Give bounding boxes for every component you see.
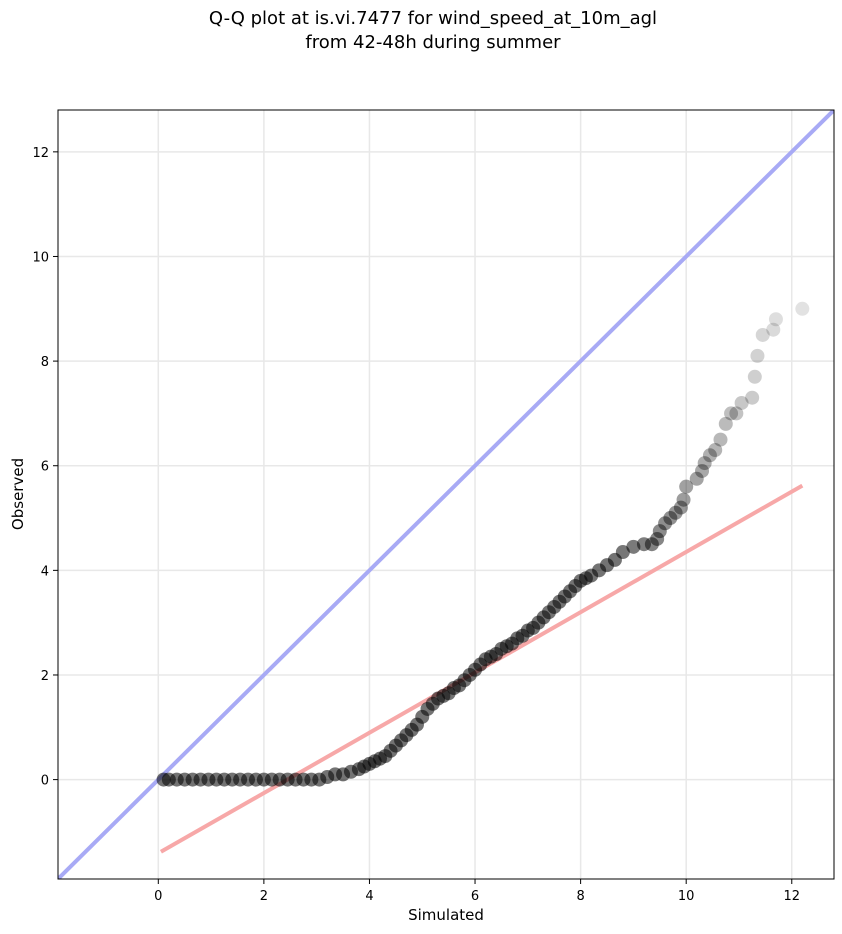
data-point (729, 406, 744, 421)
x-tick-label: 8 (576, 889, 584, 904)
y-axis-label: Observed (9, 458, 27, 530)
x-tick-label: 2 (260, 889, 268, 904)
data-point (697, 456, 712, 471)
data-point (626, 539, 641, 554)
data-point (695, 463, 710, 478)
data-point (724, 406, 739, 421)
x-tick-label: 10 (678, 889, 695, 904)
x-tick-label: 12 (783, 889, 800, 904)
data-point (650, 531, 665, 546)
data-point (713, 432, 728, 447)
y-tick-label: 12 (32, 146, 49, 161)
data-point (636, 537, 651, 552)
x-tick-label: 6 (471, 889, 479, 904)
data-point (755, 327, 770, 342)
y-tick-label: 2 (41, 669, 49, 684)
data-point (663, 511, 678, 526)
y-tick-label: 0 (41, 774, 49, 789)
data-point (615, 545, 630, 560)
data-point (718, 416, 733, 431)
data-point (658, 516, 673, 531)
data-point (676, 492, 691, 507)
grid-lines (58, 110, 834, 879)
x-tick-label: 0 (154, 889, 162, 904)
data-point (689, 471, 704, 486)
data-point (668, 505, 683, 520)
data-point (734, 395, 749, 410)
data-point (750, 348, 765, 363)
data-point (795, 301, 810, 316)
data-point (708, 443, 723, 458)
x-axis-label: Simulated (408, 906, 484, 924)
data-point (679, 479, 694, 494)
data-point (747, 369, 762, 384)
reference-lines (58, 110, 834, 879)
data-point (766, 322, 781, 337)
y-axis-ticks: 0 2 4 6 8 10 12 (32, 146, 58, 789)
data-point (745, 390, 760, 405)
data-point (652, 524, 667, 539)
plot-frame (57, 109, 835, 880)
data-point (702, 448, 717, 463)
identity-line (58, 110, 834, 879)
y-tick-label: 6 (41, 460, 49, 475)
data-point (673, 500, 688, 515)
data-point (644, 537, 659, 552)
y-tick-label: 8 (41, 355, 49, 370)
chart-title-line-1: Q-Q plot at is.vi.7477 for wind_speed_at… (209, 8, 657, 29)
x-tick-label: 4 (365, 889, 373, 904)
x-axis-ticks: 0 2 4 6 8 10 12 (154, 879, 800, 904)
data-points (156, 301, 810, 787)
data-point (768, 312, 783, 327)
y-tick-label: 4 (41, 564, 49, 579)
chart-title-line-2: from 42-48h during summer (305, 32, 561, 53)
y-tick-label: 10 (32, 250, 49, 265)
